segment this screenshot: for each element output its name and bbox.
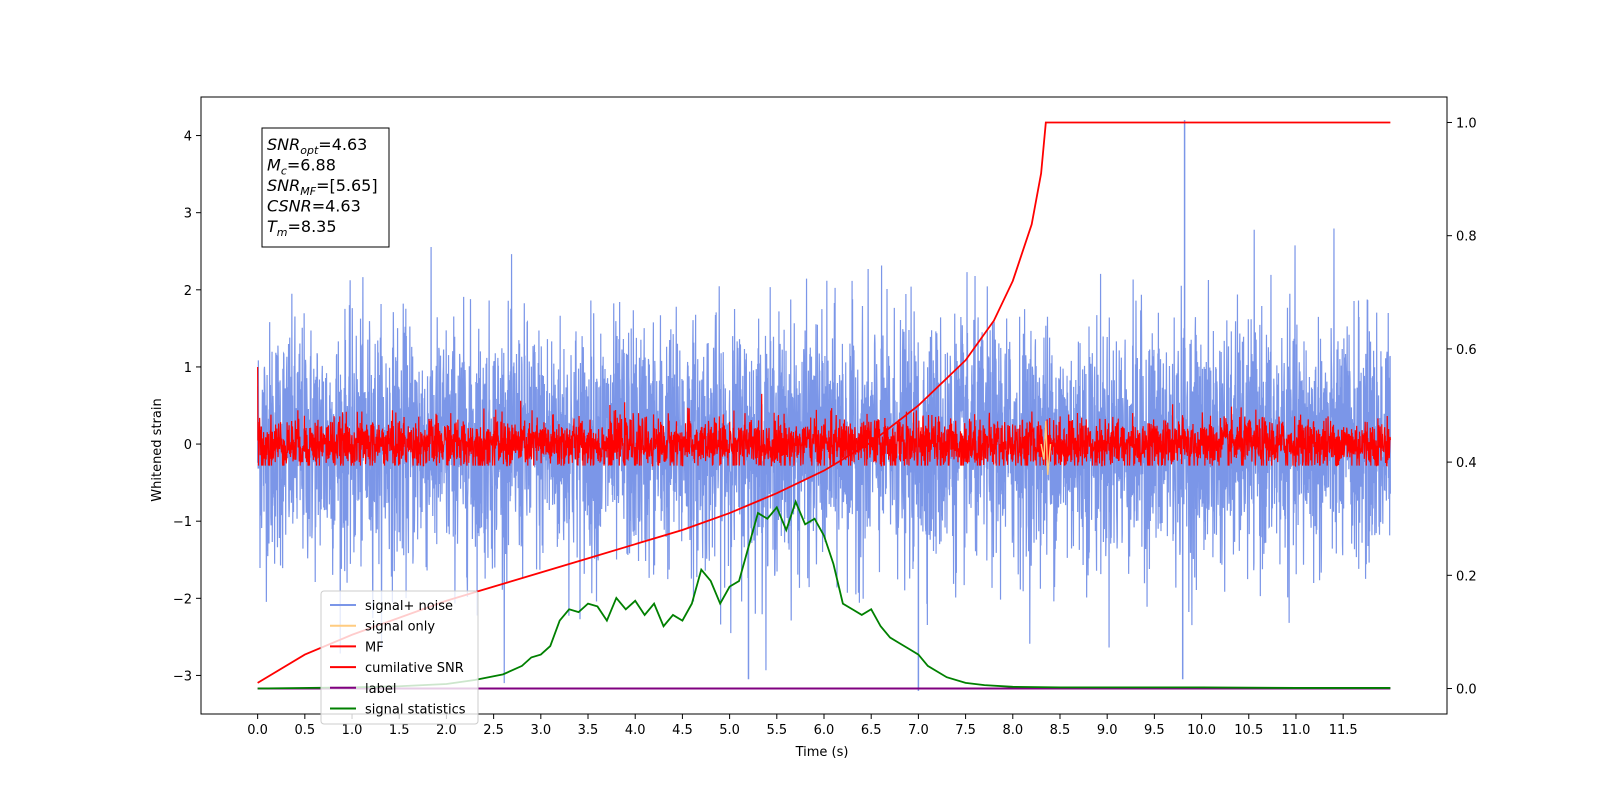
annotation-line: CSNR=4.63 bbox=[267, 197, 361, 216]
x-tick-label: 10.5 bbox=[1234, 723, 1263, 738]
series-mf-line bbox=[257, 366, 1391, 468]
y-right-tick-label: 0.0 bbox=[1456, 683, 1477, 698]
x-tick-label: 6.0 bbox=[814, 723, 835, 738]
legend-entry-label: MF bbox=[365, 640, 384, 655]
x-tick-label: 7.0 bbox=[908, 723, 929, 738]
annotation-line: SNRopt=4.63 bbox=[267, 135, 367, 157]
x-tick-label: 10.0 bbox=[1187, 723, 1216, 738]
y-left-tick-label: −3 bbox=[173, 669, 192, 684]
annotation-line: SNRMF=[5.65] bbox=[267, 176, 378, 198]
legend-entry-label: signal only bbox=[365, 620, 435, 635]
x-tick-label: 1.0 bbox=[342, 723, 363, 738]
y-left-tick-label: 0 bbox=[184, 438, 192, 453]
x-tick-label: 5.0 bbox=[719, 723, 740, 738]
x-tick-label: 5.5 bbox=[766, 723, 787, 738]
legend-entry-label: signal+ noise bbox=[365, 599, 453, 614]
legend-box bbox=[320, 590, 479, 725]
x-tick-label: 1.5 bbox=[389, 723, 410, 738]
x-tick-label: 11.0 bbox=[1281, 723, 1310, 738]
x-tick-label: 0.5 bbox=[294, 723, 315, 738]
x-tick-label: 9.0 bbox=[1097, 723, 1118, 738]
series-signal-only-line bbox=[1040, 420, 1052, 475]
legend-entry-label: cumilative SNR bbox=[365, 661, 464, 676]
series-signal-statistics-line bbox=[257, 499, 1391, 690]
x-tick-label: 2.5 bbox=[483, 723, 504, 738]
x-tick-label: 9.5 bbox=[1144, 723, 1165, 738]
y-right-tick-label: 0.2 bbox=[1456, 569, 1477, 584]
x-tick-label: 6.5 bbox=[861, 723, 882, 738]
x-tick-label: 3.5 bbox=[578, 723, 599, 738]
y-axis-left-label: Whitened strain bbox=[150, 398, 165, 501]
annotation-box bbox=[261, 127, 390, 248]
x-tick-label: 8.5 bbox=[1050, 723, 1071, 738]
y-left-tick-label: 2 bbox=[184, 284, 192, 299]
x-tick-label: 4.5 bbox=[672, 723, 693, 738]
x-tick-label: 2.0 bbox=[436, 723, 457, 738]
y-left-tick-label: −1 bbox=[173, 515, 192, 530]
y-left-tick-label: −2 bbox=[173, 592, 192, 607]
y-right-tick-label: 1.0 bbox=[1456, 116, 1477, 131]
x-tick-label: 0.0 bbox=[247, 723, 268, 738]
y-right-tick-label: 0.6 bbox=[1456, 343, 1477, 358]
y-left-tick-label: 4 bbox=[184, 130, 192, 145]
x-tick-label: 11.5 bbox=[1329, 723, 1358, 738]
x-tick-label: 4.0 bbox=[625, 723, 646, 738]
y-right-tick-label: 0.4 bbox=[1456, 456, 1477, 471]
annotation-line: Tm=8.35 bbox=[267, 217, 337, 239]
x-tick-label: 3.0 bbox=[530, 723, 551, 738]
y-left-tick-label: 3 bbox=[184, 207, 192, 222]
legend-entry-label: label bbox=[365, 682, 396, 697]
x-tick-label: 8.0 bbox=[1002, 723, 1023, 738]
legend-entry-label: signal statistics bbox=[365, 703, 466, 718]
x-axis-label: Time (s) bbox=[795, 745, 849, 760]
y-left-tick-label: 1 bbox=[184, 361, 192, 376]
annotation-line: Mc=6.88 bbox=[267, 156, 336, 178]
x-tick-label: 7.5 bbox=[955, 723, 976, 738]
y-right-tick-label: 0.8 bbox=[1456, 230, 1477, 245]
